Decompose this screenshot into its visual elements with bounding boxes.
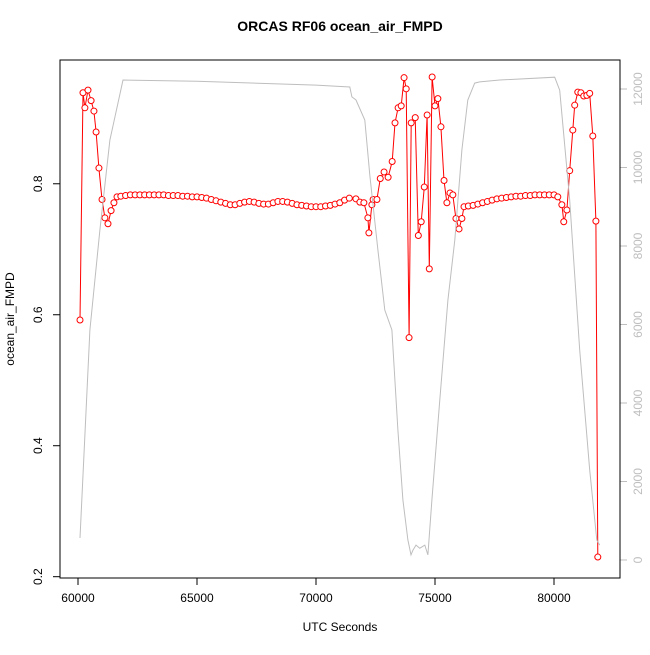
y-axis-label: ocean_air_FMPD [3, 272, 17, 366]
point [428, 73, 436, 81]
point [455, 225, 463, 233]
x-tick-label: 60000 [61, 591, 95, 605]
point [110, 199, 118, 207]
point [571, 101, 579, 109]
x-tick-label: 70000 [299, 591, 333, 605]
point [586, 89, 594, 97]
point [365, 229, 373, 237]
point [589, 132, 597, 140]
point [554, 193, 562, 201]
y2-tick-label: 8000 [631, 232, 645, 259]
point [384, 173, 392, 181]
point [380, 168, 388, 176]
point [364, 214, 372, 222]
x-tick-label: 80000 [537, 591, 571, 605]
point [420, 183, 428, 191]
point [440, 176, 448, 184]
y2-tick-label: 4000 [631, 389, 645, 416]
point [592, 217, 600, 225]
point [407, 119, 415, 127]
point [431, 102, 439, 110]
y2-tick-label: 2000 [631, 468, 645, 495]
y2-tick-label: 10000 [631, 150, 645, 184]
y-tick-label: 0.2 [31, 568, 45, 585]
point [87, 97, 95, 105]
point [345, 194, 353, 202]
point [81, 104, 89, 112]
series-line [79, 76, 601, 557]
point [373, 195, 381, 203]
point [388, 158, 396, 166]
point [417, 218, 425, 226]
point [443, 199, 451, 207]
y2-tick-label: 12000 [631, 72, 645, 106]
point [98, 195, 106, 203]
point [397, 102, 405, 110]
point [423, 111, 431, 119]
point [434, 95, 442, 103]
point [563, 206, 571, 214]
x-axis-label: UTC Seconds [303, 620, 378, 634]
point [594, 553, 602, 561]
point [449, 191, 457, 199]
point [84, 86, 92, 94]
point [101, 214, 109, 222]
point [104, 220, 112, 228]
point [402, 85, 410, 93]
point [411, 114, 419, 122]
point [107, 207, 115, 215]
point [360, 199, 368, 207]
point [458, 214, 466, 222]
point [90, 107, 98, 115]
point [569, 126, 577, 134]
x-tick-label: 75000 [418, 591, 452, 605]
point [414, 232, 422, 240]
point [560, 218, 568, 226]
point [95, 164, 103, 172]
y2-tick-label: 6000 [631, 311, 645, 338]
point [376, 175, 384, 183]
point [425, 265, 433, 273]
point [76, 316, 84, 324]
y-tick-label: 0.6 [31, 306, 45, 323]
point [437, 123, 445, 131]
point [92, 128, 100, 136]
y-tick-label: 0.8 [31, 175, 45, 192]
point [558, 201, 566, 209]
y2-tick-label: 0 [631, 556, 645, 563]
chart-title: ORCAS RF06 ocean_air_FMPD [237, 18, 442, 34]
point [405, 334, 413, 342]
plot-frame [59, 59, 621, 579]
point [391, 119, 399, 127]
y-tick-label: 0.4 [31, 437, 45, 454]
point [400, 74, 408, 82]
x-tick-label: 65000 [180, 591, 214, 605]
